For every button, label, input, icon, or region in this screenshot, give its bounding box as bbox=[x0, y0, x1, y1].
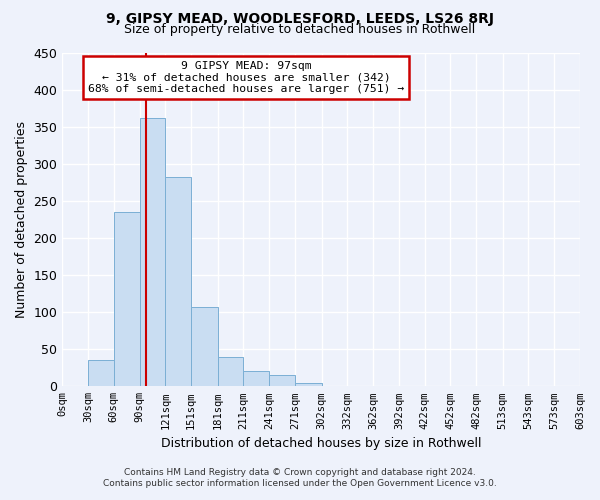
Text: 9, GIPSY MEAD, WOODLESFORD, LEEDS, LS26 8RJ: 9, GIPSY MEAD, WOODLESFORD, LEEDS, LS26 … bbox=[106, 12, 494, 26]
Text: 9 GIPSY MEAD: 97sqm
← 31% of detached houses are smaller (342)
68% of semi-detac: 9 GIPSY MEAD: 97sqm ← 31% of detached ho… bbox=[88, 61, 404, 94]
Bar bbox=[114, 212, 140, 386]
Text: Contains HM Land Registry data © Crown copyright and database right 2024.
Contai: Contains HM Land Registry data © Crown c… bbox=[103, 468, 497, 487]
Bar bbox=[218, 356, 244, 386]
Bar bbox=[140, 118, 166, 386]
Bar bbox=[295, 382, 322, 386]
Bar bbox=[88, 360, 114, 386]
Bar bbox=[191, 307, 218, 386]
Text: Size of property relative to detached houses in Rothwell: Size of property relative to detached ho… bbox=[124, 22, 476, 36]
Bar bbox=[244, 372, 269, 386]
X-axis label: Distribution of detached houses by size in Rothwell: Distribution of detached houses by size … bbox=[161, 437, 481, 450]
Y-axis label: Number of detached properties: Number of detached properties bbox=[15, 121, 28, 318]
Bar bbox=[166, 177, 191, 386]
Bar bbox=[269, 375, 295, 386]
